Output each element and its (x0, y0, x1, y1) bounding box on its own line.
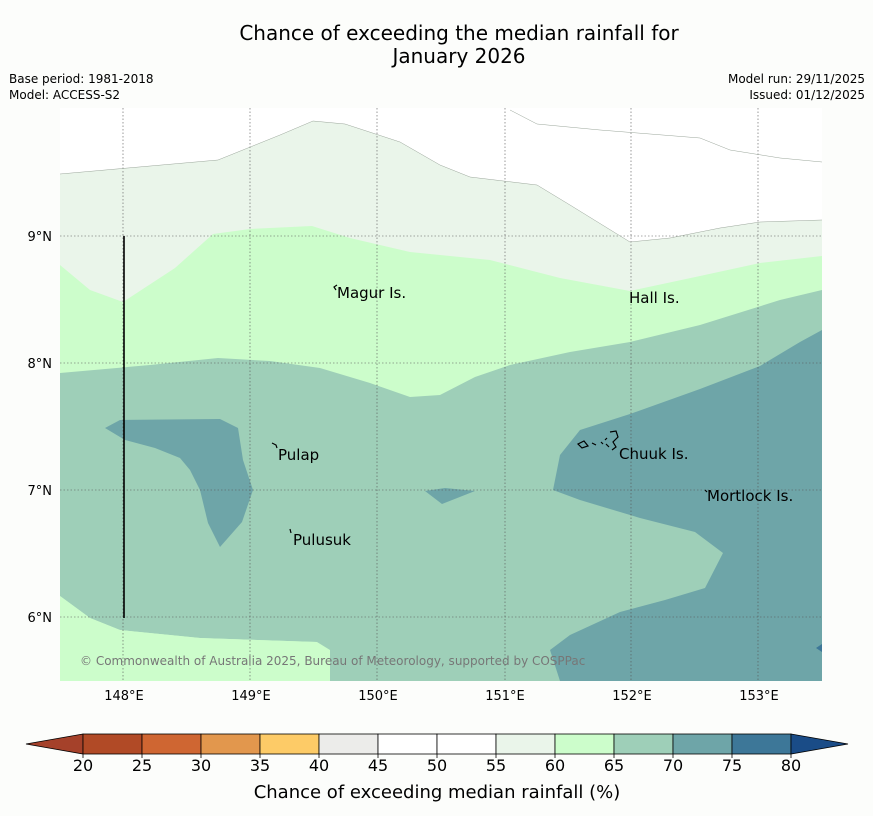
colorbar-tick-label: 70 (663, 756, 683, 775)
zone-65-70 (60, 290, 822, 681)
colorbar-tick-label: 65 (604, 756, 624, 775)
model-run: Model run: 29/11/2025 (727, 72, 865, 86)
colorbar-tick-label: 60 (545, 756, 565, 775)
colorbar-extend-min (25, 733, 84, 755)
model-name: Model: ACCESS-S2 (9, 88, 121, 102)
colorbar-swatch (554, 733, 615, 755)
colorbar-tick-label: 75 (722, 756, 742, 775)
contour-lines (60, 109, 822, 243)
lon-label-153e: 153°E (739, 689, 779, 704)
lon-label-149e: 149°E (231, 689, 271, 704)
copyright-notice: © Commonwealth of Australia 2025, Bureau… (80, 654, 585, 668)
islands (271, 284, 708, 534)
longitude-labels: 148°E 149°E 150°E 151°E 152°E 153°E (104, 689, 779, 704)
colorbar-swatch (259, 733, 320, 755)
meta-right: Model run: 29/11/2025 Issued: 01/12/2025 (728, 71, 865, 103)
colorbar-tick-label: 25 (132, 756, 152, 775)
colorbar-swatch (82, 733, 143, 755)
colorbar-extend-max (790, 733, 849, 755)
lon-label-148e: 148°E (104, 689, 144, 704)
colorbar-swatch (613, 733, 674, 755)
colorbar-swatch (200, 733, 261, 755)
island-magur (333, 284, 338, 291)
lat-label-7n: 7°N (28, 484, 53, 499)
issued-date: Issued: 01/12/2025 (749, 88, 865, 102)
zone-70-75-east (550, 330, 822, 681)
colorbar-tick-label: 35 (250, 756, 270, 775)
colorbar-swatch (672, 733, 733, 755)
zone-60-65-south (60, 596, 330, 681)
island-chuuk (576, 430, 619, 451)
zone-70-75-mid (425, 488, 475, 504)
place-chuuk: Chuuk Is. (619, 445, 688, 463)
colorbar-tick-label: 40 (309, 756, 329, 775)
colorbar-swatch (377, 733, 438, 755)
colorbar-tick-label: 50 (427, 756, 447, 775)
colorbar-swatch (495, 733, 556, 755)
zone-75-80 (816, 644, 822, 652)
meta-left: Base period: 1981-2018 Model: ACCESS-S2 (9, 71, 154, 103)
colorbar: 20 25 30 35 40 45 50 55 60 65 70 75 80 (25, 733, 849, 775)
zone-70-75-west (105, 419, 253, 547)
place-magur: Magur Is. (337, 284, 406, 302)
title-line-1: Chance of exceeding the median rainfall … (239, 21, 679, 45)
colorbar-label: Chance of exceeding median rainfall (%) (254, 782, 621, 803)
colorbar-tick-label: 30 (191, 756, 211, 775)
map-title: Chance of exceeding the median rainfall … (0, 22, 873, 68)
rainfall-map: Magur Is. Hall Is. Pulap Chuuk Is. Mortl… (60, 108, 822, 681)
place-hall: Hall Is. (629, 289, 680, 307)
colorbar-tick-label: 20 (73, 756, 93, 775)
place-mortlock: Mortlock Is. (707, 487, 793, 505)
base-period: Base period: 1981-2018 (9, 72, 154, 86)
lat-label-8n: 8°N (28, 357, 53, 372)
lon-label-151e: 151°E (485, 689, 525, 704)
lon-label-152e: 152°E (612, 689, 652, 704)
place-pulap: Pulap (278, 446, 319, 464)
island-pulusuk (289, 528, 292, 534)
lat-label-6n: 6°N (28, 611, 53, 626)
colorbar-tick-label: 55 (486, 756, 506, 775)
colorbar-tick-label: 80 (781, 756, 801, 775)
colorbar-swatch (141, 733, 202, 755)
lon-label-150e: 150°E (358, 689, 398, 704)
colorbar-swatch (318, 733, 379, 755)
gridlines (60, 108, 822, 681)
title-line-2: January 2026 (392, 44, 526, 68)
lat-label-9n: 9°N (28, 230, 53, 245)
island-mortlock (704, 489, 708, 493)
colorbar-swatch (731, 733, 792, 755)
latitude-labels: 9°N 8°N 7°N 6°N (28, 230, 53, 626)
colorbar-swatch (436, 733, 497, 755)
place-pulusuk: Pulusuk (293, 531, 351, 549)
island-pulap (271, 442, 278, 449)
colorbar-tick-label: 45 (368, 756, 388, 775)
